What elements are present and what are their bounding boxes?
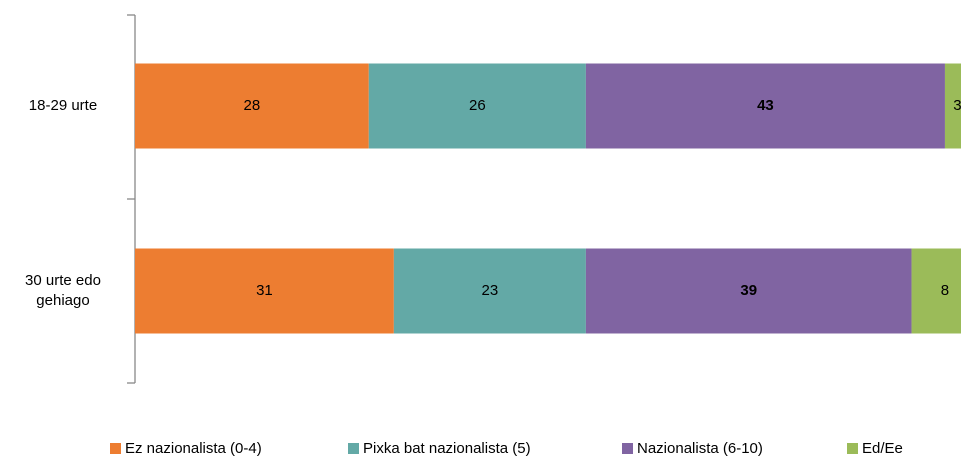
legend-swatch [110,443,121,454]
legend-swatch [847,443,858,454]
bar-segment [135,248,394,334]
data-label: 39 [740,282,757,299]
data-label: 28 [244,97,261,114]
bar-segment [911,248,961,334]
data-label: 3 [953,97,961,114]
data-label: 23 [482,282,499,299]
legend-label: Ed/Ee [862,440,903,457]
legend-label: Pixka bat nazionalista (5) [363,440,531,457]
category-label: 30 urte edo gehiago [25,272,101,309]
data-label: 43 [757,97,774,114]
data-label: 26 [469,97,486,114]
legend-swatch [348,443,359,454]
bar-segment [368,63,586,149]
data-label: 8 [941,282,949,299]
legend-label: Ez nazionalista (0-4) [125,440,262,457]
bar-segment [585,248,912,334]
bar-segment [135,63,369,149]
category-label: 18-29 urte [28,97,98,114]
bar-segment [944,63,961,149]
legend-label: Nazionalista (6-10) [637,440,763,457]
data-label: 31 [256,282,273,299]
legend-swatch [622,443,633,454]
bar-segment [585,63,945,149]
bar-segment [393,248,586,334]
